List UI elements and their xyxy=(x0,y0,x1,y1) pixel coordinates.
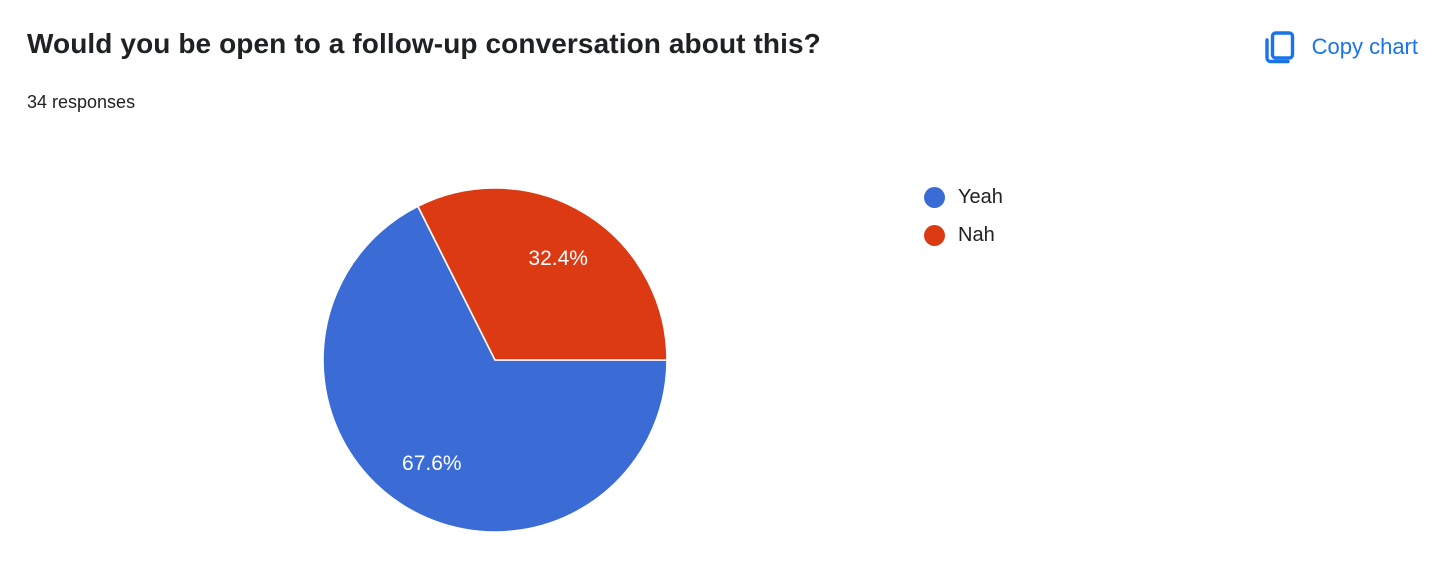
legend-item-yeah: Yeah xyxy=(924,185,1003,209)
question-title: Would you be open to a follow-up convers… xyxy=(27,28,821,59)
pie-slice-nah[interactable] xyxy=(417,187,668,361)
chart-legend: Yeah Nah xyxy=(924,185,1003,261)
legend-label-nah: Nah xyxy=(958,224,995,246)
response-count: 34 responses xyxy=(27,92,136,112)
legend-item-nah: Nah xyxy=(924,223,1003,247)
pie-chart: 67.6% 32.4% xyxy=(322,187,668,533)
pie-slice-yeah[interactable] xyxy=(322,205,668,533)
copy-chart-button[interactable]: Copy chart xyxy=(1254,22,1420,72)
copy-chart-label: Copy chart xyxy=(1311,34,1418,59)
legend-swatch-yeah xyxy=(924,186,945,208)
copy-icon xyxy=(1256,26,1296,68)
legend-swatch-nah xyxy=(924,224,945,246)
pie-slice-label-yeah: 67.6% xyxy=(402,452,462,475)
legend-label-yeah: Yeah xyxy=(958,186,1003,208)
pie-slice-label-nah: 32.4% xyxy=(528,247,588,270)
